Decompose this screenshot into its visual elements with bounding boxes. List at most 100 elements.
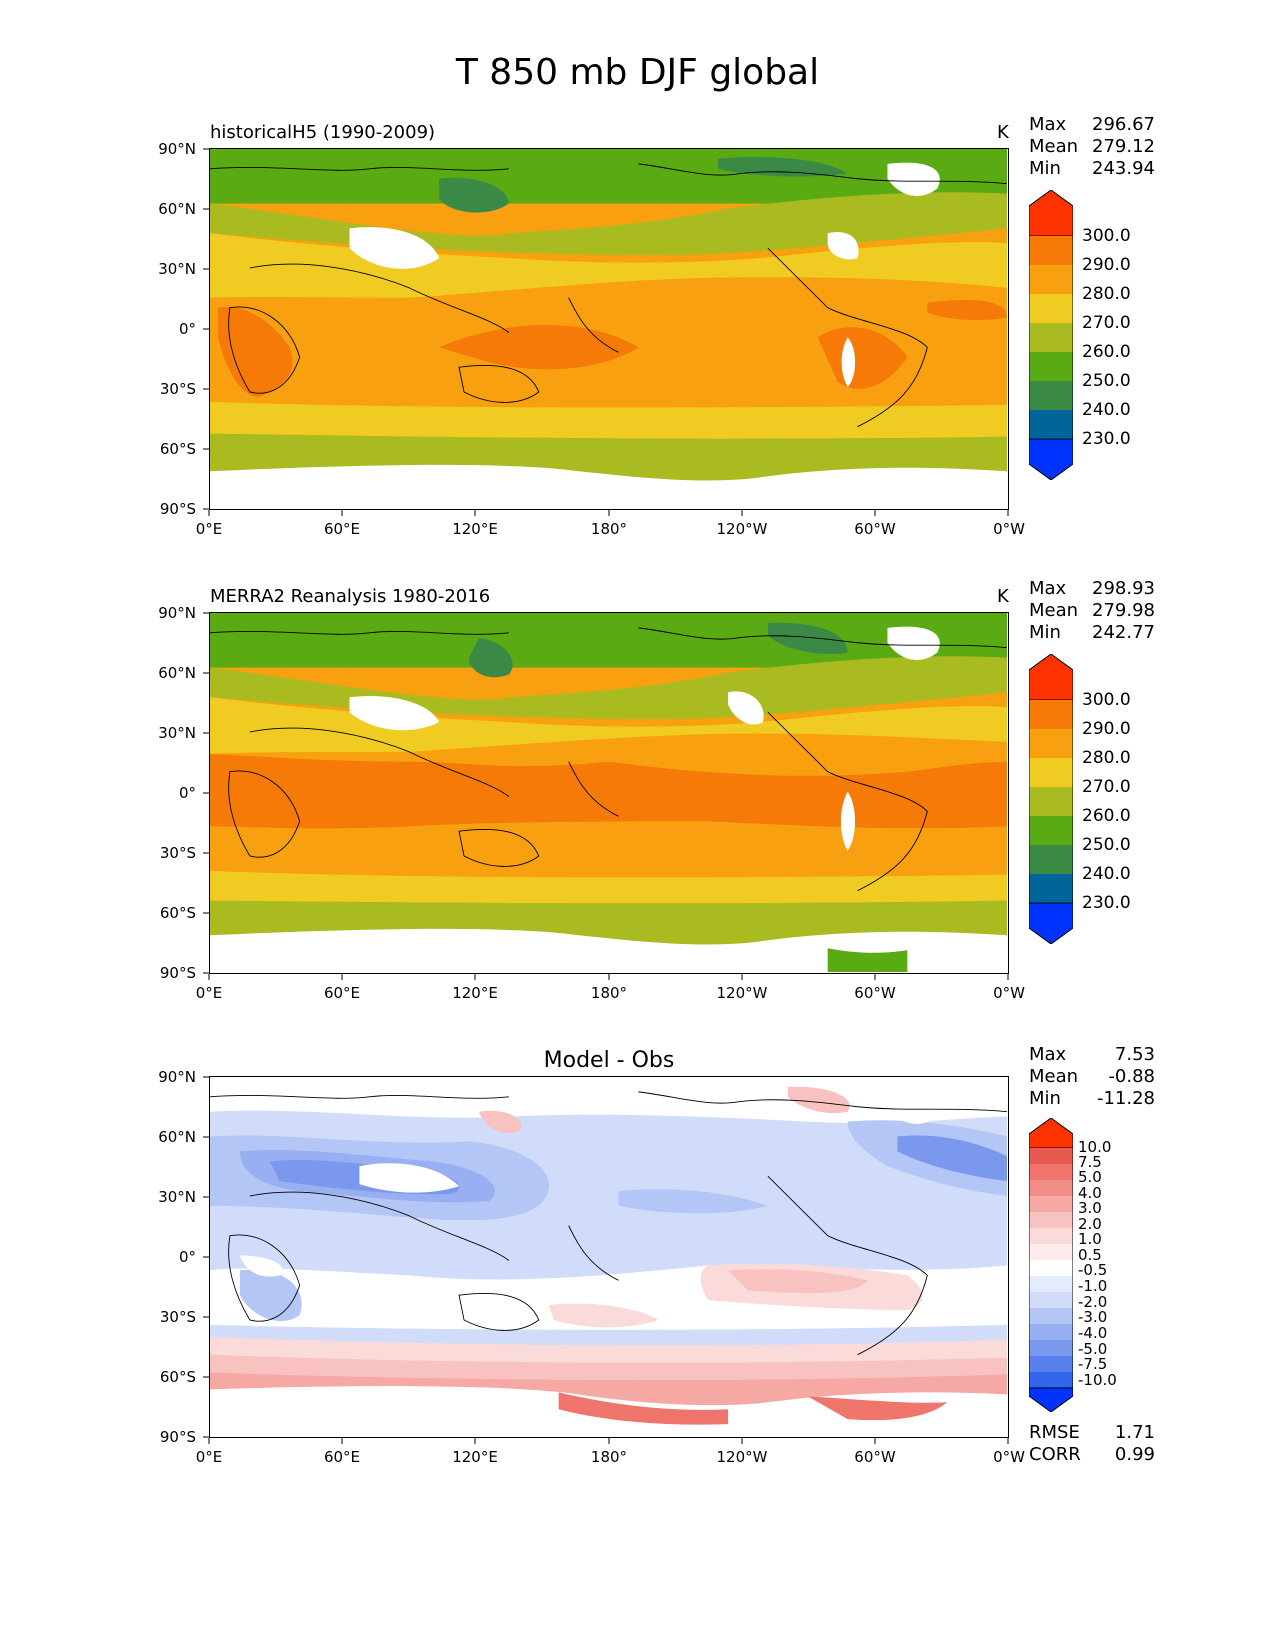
colorbar-label: 260.0 [1082,806,1131,826]
lon-tick-label: 0°E [195,520,223,538]
lon-tick-label: 60°E [323,1448,361,1466]
temperature-contour-map [210,149,1007,508]
metric-value: 1.71 [1114,1422,1155,1443]
lon-tick-label: 0°W [993,520,1025,538]
stat-value: 298.93 [1092,578,1155,599]
colorbar-label: -7.5 [1078,1355,1108,1373]
stat-value: 279.12 [1092,136,1155,157]
colorbar-label: -0.5 [1078,1261,1108,1279]
stat-label: Mean [1029,1066,1079,1087]
stat-value: -0.88 [1108,1066,1155,1087]
figure-title: T 850 mb DJF global [455,52,820,93]
stats-block: Max 298.93 Mean 279.98 Min 242.77 [1029,578,1155,644]
stat-label: Mean [1029,136,1079,157]
lon-tick-label: 180° [590,1448,628,1466]
colorbar-label: 4.0 [1078,1184,1102,1202]
lon-tick-label: 0°W [993,984,1025,1002]
panel-title: Model - Obs [543,1048,675,1073]
lat-tick-label: 30°S [159,1308,196,1326]
colorbar-label: 290.0 [1082,719,1131,739]
lon-tick-label: 60°E [323,984,361,1002]
colorbar [1029,190,1073,480]
colorbar-label: 260.0 [1082,342,1131,362]
colorbar-label: -10.0 [1078,1371,1117,1389]
colorbar-label: 1.0 [1078,1230,1102,1248]
lon-tick-label: 120°E [452,1448,498,1466]
colorbar-label: 290.0 [1082,255,1131,275]
colorbar-label: -3.0 [1078,1308,1108,1326]
colorbar-label: 300.0 [1082,690,1131,710]
lat-tick-label: 60°S [159,904,196,922]
stat-label: Min [1029,158,1061,179]
metrics-block: RMSE 1.71 CORR 0.99 [1029,1422,1155,1466]
lat-tick-label: 0° [178,784,196,802]
colorbar-label: -4.0 [1078,1324,1108,1342]
stat-label: Max [1029,578,1067,599]
lat-tick-label: 30°S [159,844,196,862]
colorbar-label: 7.5 [1078,1153,1102,1171]
colorbar [1029,654,1073,944]
lon-tick-label: 60°W [854,1448,896,1466]
panel-title: historicalH5 (1990-2009) [210,122,436,143]
lat-tick-label: 30°S [159,380,196,398]
lat-tick-label: 30°N [158,724,196,742]
lat-tick-label: 90°N [158,604,196,622]
lat-tick-label: 60°S [159,440,196,458]
difference-contour-map [210,1077,1007,1436]
lon-tick-label: 120°W [716,984,768,1002]
stat-label: Mean [1029,600,1079,621]
lat-tick-label: 90°S [159,1428,196,1446]
stat-value: -11.28 [1096,1088,1155,1109]
stat-value: 279.98 [1092,600,1155,621]
lon-tick-label: 0°E [195,1448,223,1466]
colorbar-label: -1.0 [1078,1277,1108,1295]
lat-tick-label: 0° [178,320,196,338]
panel-title: MERRA2 Reanalysis 1980-2016 [210,586,491,607]
lat-tick-label: 90°S [159,500,196,518]
stat-label: Max [1029,1044,1067,1065]
colorbar-label: 300.0 [1082,226,1131,246]
stat-value: 296.67 [1092,114,1155,135]
lat-tick-label: 30°N [158,260,196,278]
lon-tick-label: 120°W [716,520,768,538]
lon-tick-label: 120°E [452,520,498,538]
metric-value: 0.99 [1114,1444,1155,1465]
colorbar-label: 0.5 [1078,1246,1102,1264]
colorbar-label: 5.0 [1078,1168,1102,1186]
colorbar-label: 3.0 [1078,1199,1102,1217]
lat-tick-label: 30°N [158,1188,196,1206]
lon-tick-label: 0°W [993,1448,1025,1466]
colorbar-label: 230.0 [1082,429,1131,449]
colorbar-label: 280.0 [1082,284,1131,304]
metric-label: RMSE [1029,1422,1080,1443]
lon-tick-label: 180° [590,520,628,538]
stat-value: 7.53 [1114,1044,1155,1065]
lat-tick-label: 90°N [158,1068,196,1086]
colorbar-label: 280.0 [1082,748,1131,768]
lat-tick-label: 90°N [158,140,196,158]
lat-tick-label: 0° [178,1248,196,1266]
lat-tick-label: 60°N [158,664,196,682]
lon-tick-label: 120°E [452,984,498,1002]
colorbar-label: 270.0 [1082,313,1131,333]
colorbar-label: -2.0 [1078,1293,1108,1311]
temperature-contour-map [210,613,1007,972]
colorbar [1029,1118,1073,1412]
colorbar-label: 2.0 [1078,1215,1102,1233]
lon-tick-label: 60°W [854,984,896,1002]
stat-label: Min [1029,1088,1061,1109]
colorbar-label: 250.0 [1082,835,1131,855]
stat-value: 243.94 [1092,158,1155,179]
lon-tick-label: 180° [590,984,628,1002]
metric-label: CORR [1029,1444,1081,1465]
colorbar-label: 240.0 [1082,400,1131,420]
colorbar-label: 10.0 [1078,1138,1112,1156]
stat-label: Max [1029,114,1067,135]
lat-tick-label: 60°N [158,200,196,218]
stat-label: Min [1029,622,1061,643]
lon-tick-label: 60°E [323,520,361,538]
stats-block: Max 296.67 Mean 279.12 Min 243.94 [1029,114,1155,180]
lat-tick-label: 90°S [159,964,196,982]
map-field [209,1076,1009,1438]
